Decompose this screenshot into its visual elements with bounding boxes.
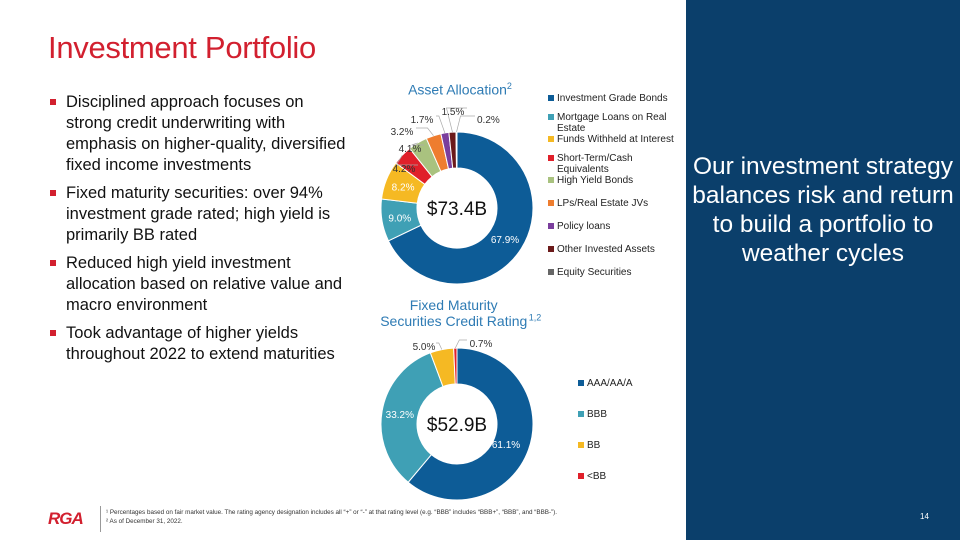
- summary-panel: Our investment strategy balances risk an…: [686, 0, 960, 540]
- legend-item: Funds Withheld at Interest: [548, 134, 683, 145]
- data-label: 1.7%: [411, 115, 434, 126]
- footnote-2: ² As of December 31, 2022.: [106, 518, 183, 525]
- data-label: 0.2%: [477, 115, 500, 126]
- legend-swatch: [548, 136, 554, 142]
- rga-logo: RGA: [48, 509, 84, 528]
- credit-rating-title: Fixed Maturity Securities Credit Rating1…: [380, 297, 542, 329]
- legend-item: <BB: [578, 471, 678, 482]
- legend-label: Short-Term/Cash Equivalents: [557, 153, 633, 175]
- bullet-item: Fixed maturity securities: over 94% inve…: [48, 183, 348, 246]
- bullet-item: Reduced high yield investment allocation…: [48, 253, 348, 316]
- legend-swatch: [548, 177, 554, 183]
- footnotes: ¹ Percentages based on fair market value…: [106, 508, 557, 526]
- footnote-1: ¹ Percentages based on fair market value…: [106, 509, 558, 516]
- legend-label: Other Invested Assets: [557, 244, 655, 255]
- legend-label: High Yield Bonds: [557, 175, 634, 186]
- legend-item: Short-Term/Cash Equivalents: [548, 153, 683, 175]
- legend-item: Other Invested Assets: [548, 244, 683, 255]
- legend-swatch: [548, 246, 554, 252]
- legend-item: AAA/AA/A: [578, 378, 678, 389]
- leader-line: [456, 115, 475, 133]
- legend-swatch: [578, 473, 584, 479]
- legend-swatch: [548, 223, 554, 229]
- donut-slice: [387, 131, 534, 285]
- legend-item: BBB: [578, 409, 678, 420]
- panel-statement: Our investment strategy balances risk an…: [692, 153, 954, 267]
- legend-label: Investment Grade Bonds: [557, 93, 668, 104]
- legend-label: Equity Securities: [557, 267, 632, 278]
- legend-label: AAA/AA/A: [587, 378, 633, 389]
- data-label: 67.9%: [491, 235, 519, 246]
- legend-item: Investment Grade Bonds: [548, 93, 683, 104]
- legend-swatch: [578, 411, 584, 417]
- donut-slice: [455, 131, 458, 169]
- data-label: 4.1%: [399, 144, 422, 155]
- asset-allocation-title: Asset Allocation2: [408, 81, 512, 98]
- donut-slice: [453, 347, 458, 385]
- credit-rating-legend: AAA/AA/A BBB BB <BB: [578, 378, 678, 482]
- data-label: 33.2%: [386, 410, 414, 421]
- legend-label: BB: [587, 440, 601, 451]
- data-label: 5.0%: [413, 342, 436, 353]
- legend-swatch: [548, 155, 554, 161]
- leader-line: [455, 339, 467, 349]
- center-total-label: $73.4B: [427, 199, 487, 220]
- data-label: 3.2%: [391, 127, 414, 138]
- leader-line: [436, 342, 443, 350]
- legend-label: BBB: [587, 409, 608, 420]
- legend-item: BB: [578, 440, 678, 451]
- page-title: Investment Portfolio: [48, 30, 316, 65]
- legend-swatch: [548, 200, 554, 206]
- bullet-item: Took advantage of higher yields througho…: [48, 323, 348, 365]
- leader-line: [395, 155, 418, 166]
- data-label: 9.0%: [388, 213, 411, 224]
- legend-swatch: [548, 95, 554, 101]
- leader-line: [446, 107, 467, 133]
- legend-label: Policy loans: [557, 221, 611, 232]
- center-total-label: $52.9B: [427, 415, 487, 436]
- legend-label: Funds Withheld at Interest: [557, 134, 674, 145]
- legend-label: <BB: [587, 471, 607, 482]
- legend-item: Policy loans: [548, 221, 683, 232]
- donut-slice: [407, 347, 534, 501]
- legend-swatch: [578, 380, 584, 386]
- legend-item: Mortgage Loans on Real Estate: [548, 112, 683, 134]
- data-label: 1.5%: [442, 107, 465, 118]
- donut-slice: [380, 352, 444, 483]
- page-number: 14: [920, 512, 929, 521]
- legend-item: High Yield Bonds: [548, 175, 683, 186]
- leader-line: [411, 142, 424, 146]
- data-label: 61.1%: [492, 440, 520, 451]
- legend-item: LPs/Real Estate JVs: [548, 198, 683, 209]
- leader-line: [436, 115, 446, 134]
- leader-line: [416, 127, 434, 136]
- legend-swatch: [548, 269, 554, 275]
- bullet-list: Disciplined approach focuses on strong c…: [48, 92, 348, 372]
- data-label: 8.2%: [392, 183, 415, 194]
- bullet-item: Disciplined approach focuses on strong c…: [48, 92, 348, 176]
- legend-swatch: [548, 114, 554, 120]
- legend-swatch: [578, 442, 584, 448]
- asset-allocation-legend: Investment Grade Bonds Mortgage Loans on …: [548, 93, 683, 278]
- data-label: 0.7%: [470, 339, 493, 350]
- legend-label: Mortgage Loans on Real Estate: [557, 112, 667, 134]
- data-label: 4.2%: [393, 164, 416, 175]
- footer-divider: [100, 506, 101, 532]
- legend-label: LPs/Real Estate JVs: [557, 198, 649, 209]
- legend-item: Equity Securities: [548, 267, 683, 278]
